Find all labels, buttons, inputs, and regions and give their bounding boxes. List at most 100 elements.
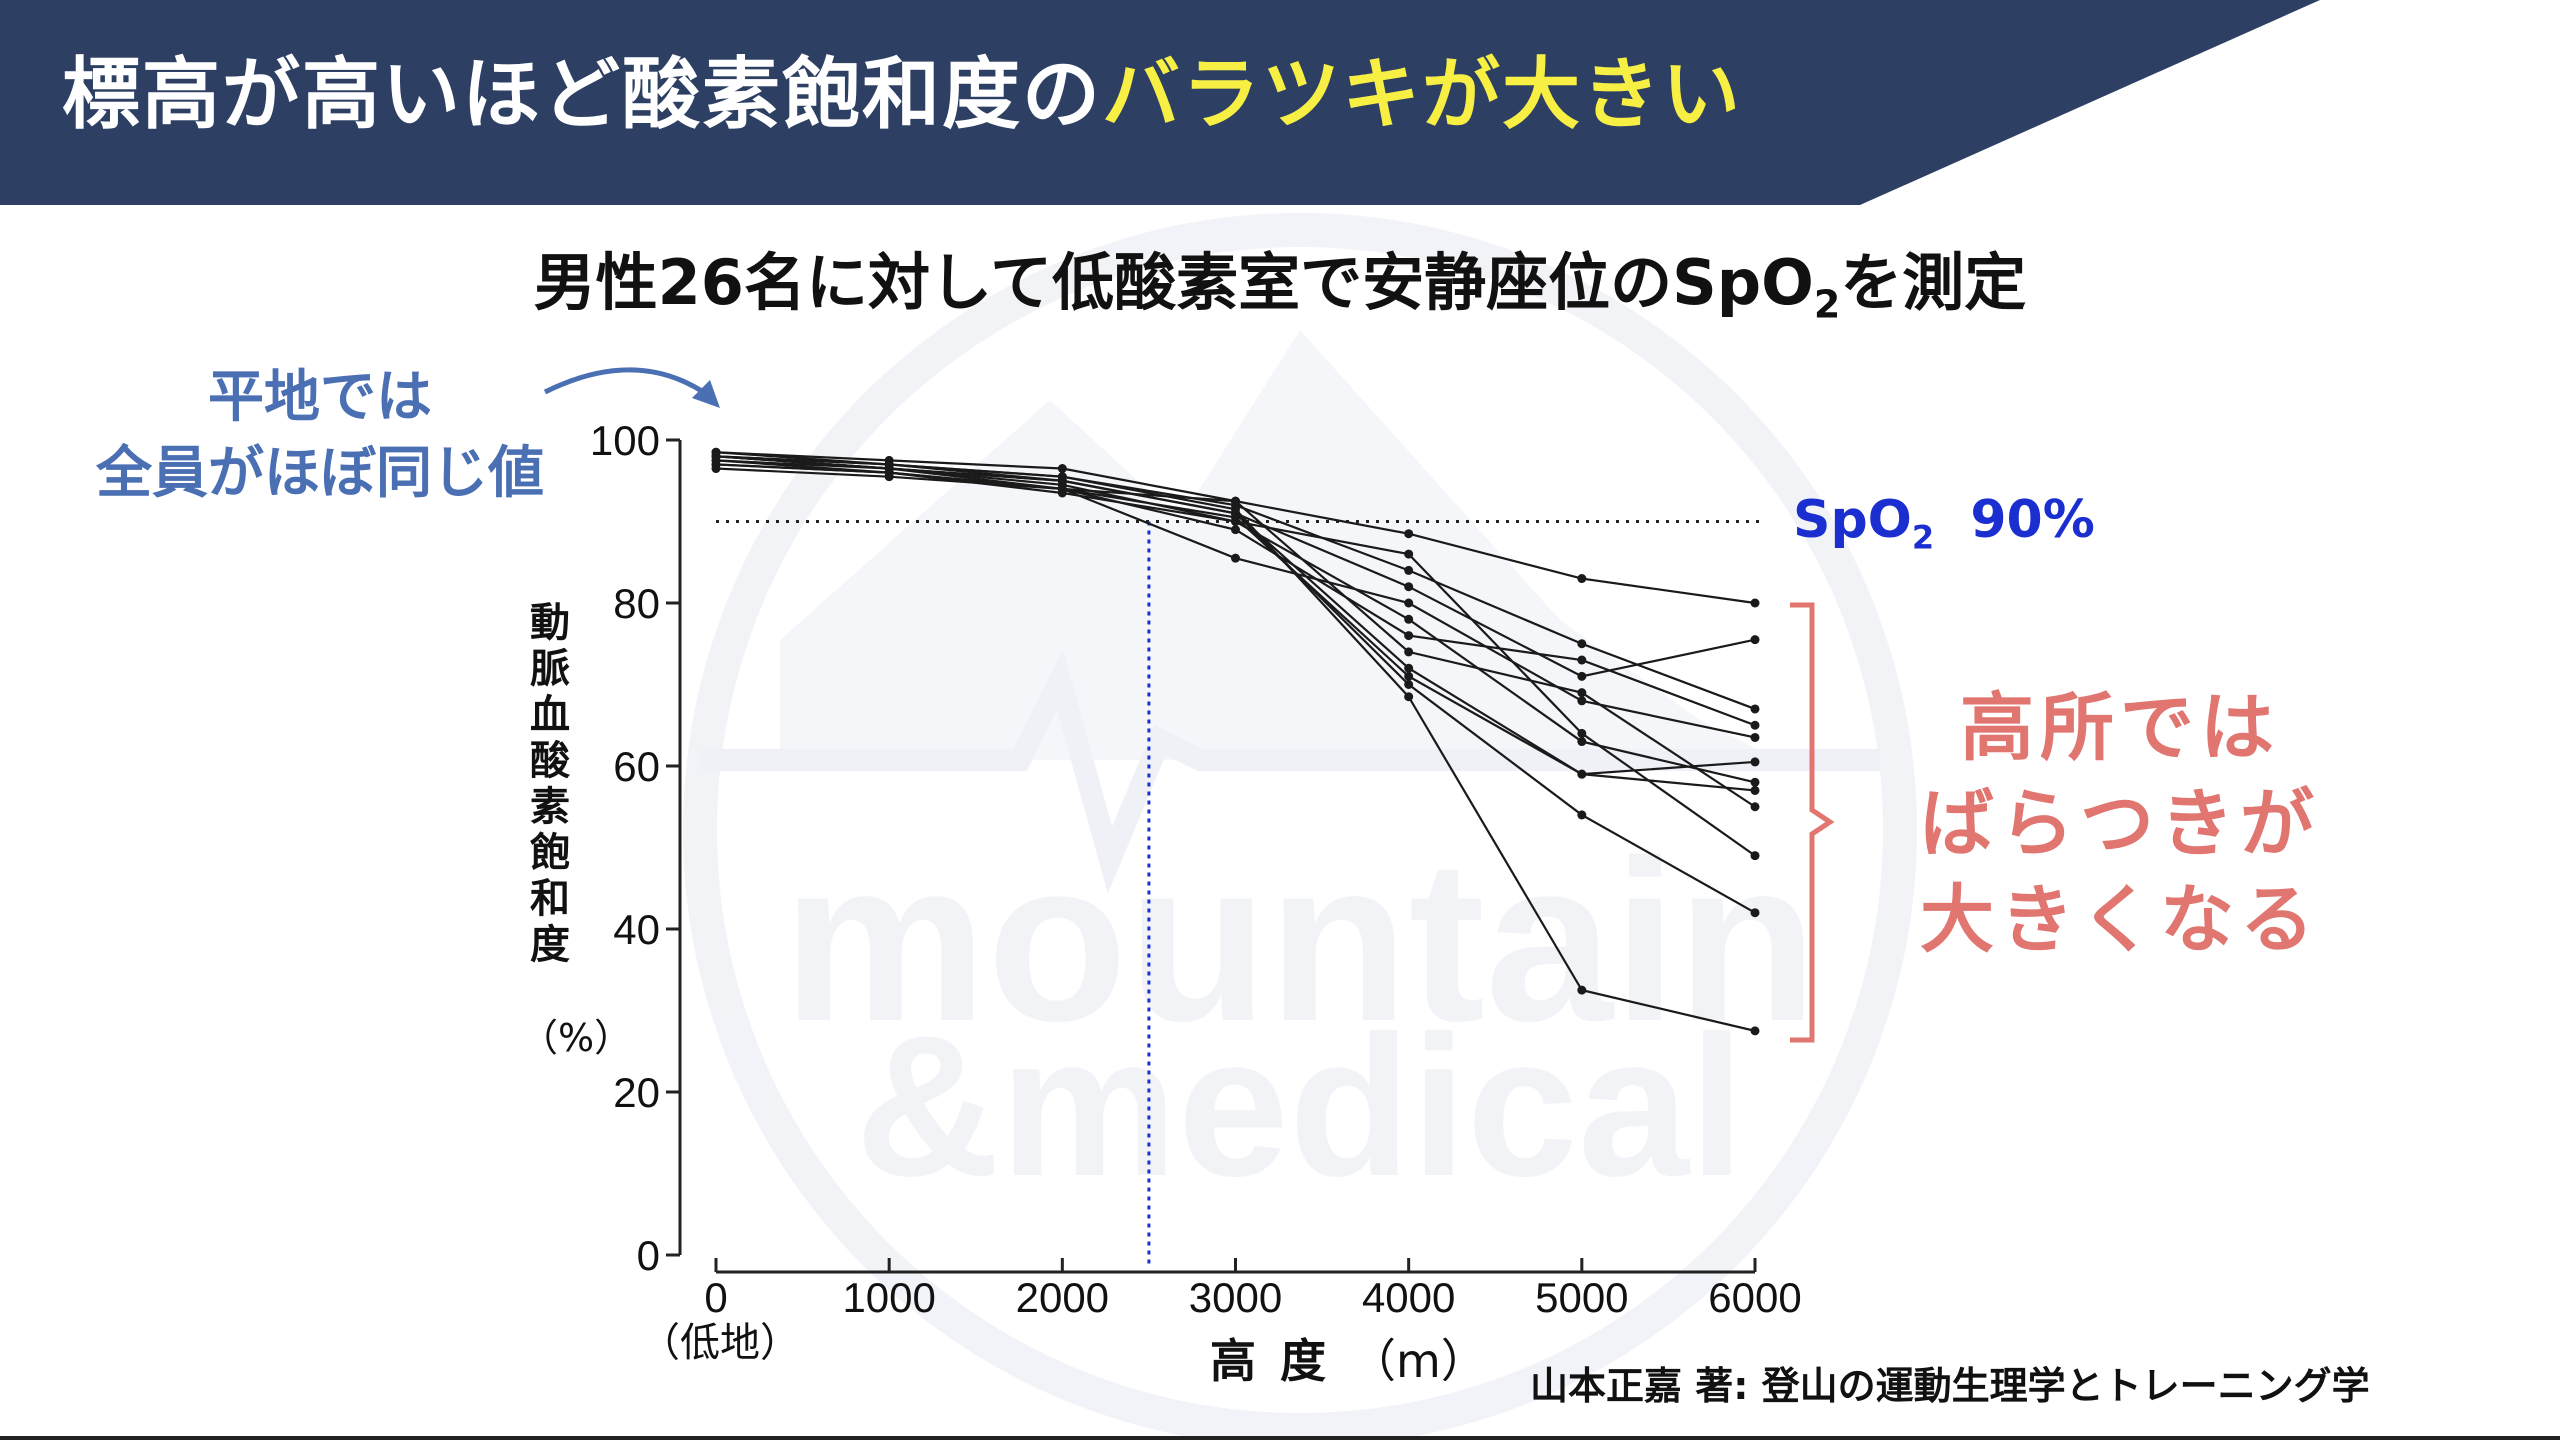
chart-reference-lines bbox=[716, 520, 1763, 1268]
data-point bbox=[1750, 720, 1760, 730]
note-lowland-line1: 平地では bbox=[208, 365, 432, 430]
data-point bbox=[1404, 582, 1414, 592]
data-point bbox=[1577, 696, 1587, 706]
header-banner bbox=[0, 0, 2320, 205]
data-point bbox=[1057, 472, 1067, 482]
data-point bbox=[1577, 688, 1587, 698]
data-point bbox=[1750, 802, 1760, 812]
page-title: 標高が高いほど酸素飽和度のバラツキが大きい bbox=[62, 40, 1742, 150]
arrow-icon bbox=[543, 367, 714, 401]
data-point bbox=[1404, 598, 1414, 608]
data-point bbox=[1750, 757, 1760, 767]
series-line bbox=[715, 459, 1756, 678]
y-tick-label: 80 bbox=[613, 580, 660, 627]
source-citation: 山本正嘉 著: 登山の運動生理学とトレーニング学 bbox=[1530, 1364, 2370, 1408]
x-axis-unit: （m） bbox=[1350, 1334, 1487, 1388]
data-point bbox=[1577, 671, 1587, 681]
page-title-part1: 標高が高いほど酸素飽和度の bbox=[62, 50, 1103, 140]
data-point bbox=[1404, 680, 1414, 689]
data-point bbox=[1577, 574, 1587, 584]
data-point bbox=[1404, 549, 1414, 559]
data-point bbox=[1057, 484, 1067, 494]
header-banner-shape bbox=[0, 0, 2320, 205]
x-axis-lowland-label: （低地） bbox=[640, 1320, 800, 1366]
data-point bbox=[1231, 525, 1240, 535]
data-point bbox=[1577, 728, 1587, 738]
y-axis-unit: （%） bbox=[520, 1016, 633, 1060]
y-axis-label-char: 血 bbox=[530, 692, 570, 738]
y-axis-label-char: 動 bbox=[530, 600, 570, 646]
y-axis-label: 動脈血酸素飽和度 bbox=[520, 600, 580, 968]
data-point bbox=[1404, 631, 1414, 641]
x-tick-label: 1000 bbox=[842, 1274, 935, 1321]
data-point bbox=[1231, 496, 1240, 506]
data-point bbox=[1231, 553, 1240, 563]
y-axis-label-char: 酸 bbox=[530, 738, 570, 784]
data-point bbox=[1577, 639, 1587, 649]
data-point bbox=[1750, 1026, 1760, 1036]
x-tick-label: 2000 bbox=[1016, 1274, 1109, 1321]
data-point bbox=[1404, 529, 1414, 539]
bottom-divider bbox=[0, 1436, 2560, 1440]
spo2-label-sub: 2 bbox=[1911, 518, 1935, 557]
data-point bbox=[1750, 598, 1760, 608]
x-tick-label: 3000 bbox=[1189, 1274, 1282, 1321]
data-point bbox=[1577, 769, 1587, 779]
y-axis-label-char: 度 bbox=[530, 922, 570, 968]
note-lowland-line2: 全員がほぼ同じ値 bbox=[96, 441, 544, 506]
y-tick-label: 20 bbox=[613, 1069, 660, 1116]
data-point bbox=[884, 464, 894, 474]
y-axis-label-char: 和 bbox=[530, 876, 570, 922]
subtitle-sp: SpO bbox=[1672, 246, 1814, 319]
data-point bbox=[1231, 504, 1240, 514]
y-tick-label: 40 bbox=[613, 906, 660, 953]
data-point bbox=[1577, 985, 1587, 995]
spo2-reference-label: SpO2 90% bbox=[1793, 490, 2095, 556]
data-point bbox=[1231, 512, 1240, 522]
data-point bbox=[1577, 737, 1587, 747]
note-highland-line2: ばらつきが bbox=[1920, 781, 2320, 867]
note-lowland: 平地では 全員がほぼ同じ値 bbox=[40, 360, 600, 512]
chart-subtitle: 男性26名に対して低酸素室で安静座位のSpO2を測定 bbox=[0, 232, 2560, 326]
note-highland-line1: 高所では bbox=[1960, 685, 2280, 771]
data-point bbox=[1404, 565, 1414, 575]
x-tick-label: 5000 bbox=[1535, 1274, 1628, 1321]
data-point bbox=[1404, 614, 1414, 624]
x-tick-label: 6000 bbox=[1708, 1274, 1801, 1321]
data-point bbox=[1750, 908, 1760, 918]
data-point bbox=[1404, 663, 1414, 673]
y-tick-label: 0 bbox=[637, 1232, 660, 1279]
data-point bbox=[1404, 647, 1414, 657]
data-point bbox=[1750, 777, 1760, 787]
chart-series bbox=[711, 447, 1760, 1036]
x-axis-title: 高度 bbox=[1210, 1334, 1350, 1388]
data-point bbox=[1750, 785, 1760, 795]
data-point bbox=[1057, 464, 1067, 474]
y-tick-label: 100 bbox=[590, 417, 660, 464]
x-axis-label: 高度（m） bbox=[1210, 1325, 1487, 1391]
y-axis-label-char: 飽 bbox=[530, 830, 570, 876]
data-point bbox=[1750, 851, 1760, 861]
subtitle-after: を測定 bbox=[1840, 246, 2027, 319]
subtitle-sub: 2 bbox=[1813, 282, 1841, 327]
chart-axes bbox=[678, 440, 1755, 1274]
note-highland: 高所では ばらつきが 大きくなる bbox=[1880, 680, 2360, 968]
data-point bbox=[1577, 810, 1587, 820]
y-axis-label-char: 脈 bbox=[530, 646, 570, 692]
data-point bbox=[711, 451, 721, 461]
right-brace-icon bbox=[1790, 602, 1835, 1043]
y-axis-label-char: 素 bbox=[530, 784, 570, 830]
series-line bbox=[715, 455, 1756, 710]
data-point bbox=[1750, 732, 1760, 742]
data-point bbox=[711, 459, 721, 469]
page-title-part2: バラツキが大きい bbox=[1102, 50, 1743, 140]
data-point bbox=[1404, 671, 1414, 681]
data-point bbox=[1750, 704, 1760, 714]
data-point bbox=[1577, 655, 1587, 665]
spo2-label-sp: SpO bbox=[1793, 490, 1912, 550]
arrow-head-icon bbox=[692, 380, 720, 408]
y-tick-label: 60 bbox=[613, 743, 660, 790]
x-tick-label: 0 bbox=[704, 1274, 727, 1321]
